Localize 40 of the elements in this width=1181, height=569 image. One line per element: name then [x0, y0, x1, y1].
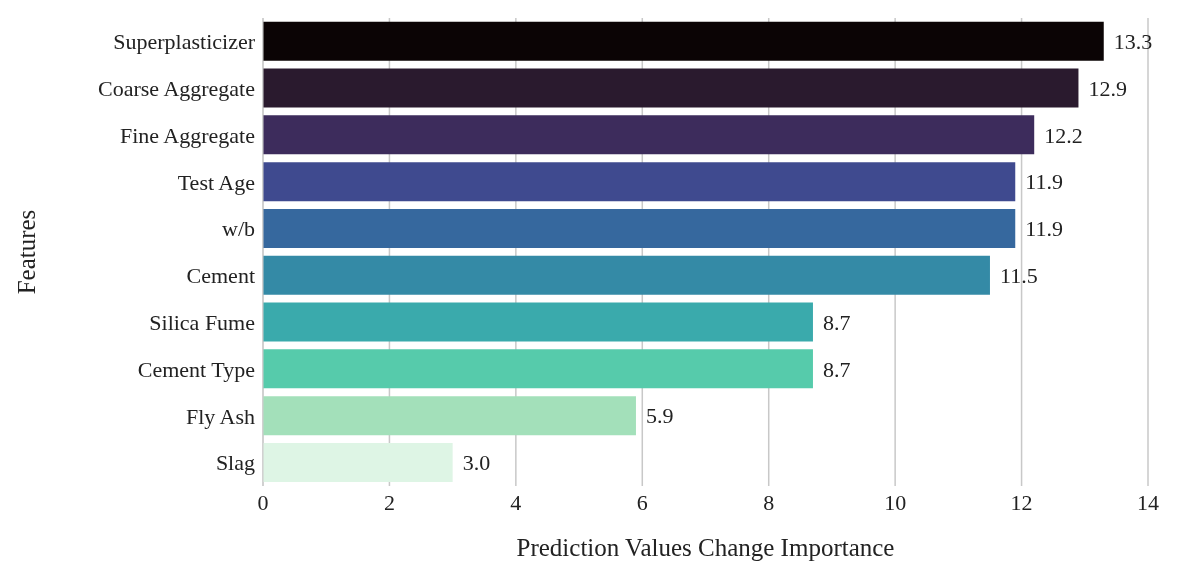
x-tick-label: 4: [510, 489, 522, 515]
y-tick-label: Silica Fume: [149, 310, 255, 336]
bar: [263, 302, 813, 342]
y-tick-label: Coarse Aggregate: [98, 76, 255, 102]
data-label: 12.9: [1088, 75, 1127, 101]
data-label: 8.7: [822, 309, 851, 335]
x-tick-label: 12: [1010, 489, 1033, 515]
data-label: 11.9: [1025, 169, 1063, 195]
x-tick-label: 14: [1137, 489, 1159, 515]
data-label: 8.7: [822, 356, 851, 382]
data-label: 12.2: [1044, 122, 1083, 148]
x-axis-title: Prediction Values Change Importance: [516, 534, 895, 561]
bar: [263, 349, 813, 389]
x-tick-label: 0: [257, 489, 269, 515]
bar: [263, 115, 1035, 155]
x-tick-label: 8: [763, 489, 775, 515]
y-tick-label: Superplasticizer: [113, 29, 256, 55]
bar: [263, 396, 636, 436]
data-label: 5.9: [645, 403, 674, 429]
x-tick-label: 10: [884, 489, 907, 515]
y-tick-label: Cement: [186, 263, 255, 289]
data-label: 3.0: [462, 450, 491, 476]
bar: [263, 21, 1104, 61]
bar: [263, 442, 453, 482]
data-label: 13.3: [1113, 29, 1153, 55]
data-label: 11.9: [1025, 216, 1063, 242]
data-label: 11.5: [999, 263, 1038, 289]
y-axis-title: Features: [12, 209, 40, 295]
bar: [263, 162, 1016, 202]
y-tick-label: Fine Aggregate: [119, 122, 255, 148]
y-tick-label: w/b: [222, 216, 255, 242]
bar: [263, 255, 990, 295]
x-tick-label: 2: [383, 489, 395, 515]
x-tick-label: 6: [636, 489, 648, 515]
y-tick-label: Cement Type: [137, 356, 255, 382]
y-tick-label: Test Age: [177, 169, 255, 195]
y-tick-label: Slag: [215, 450, 255, 476]
bar: [263, 68, 1079, 108]
bar: [263, 208, 1016, 248]
y-tick-label: Fly Ash: [185, 403, 255, 429]
